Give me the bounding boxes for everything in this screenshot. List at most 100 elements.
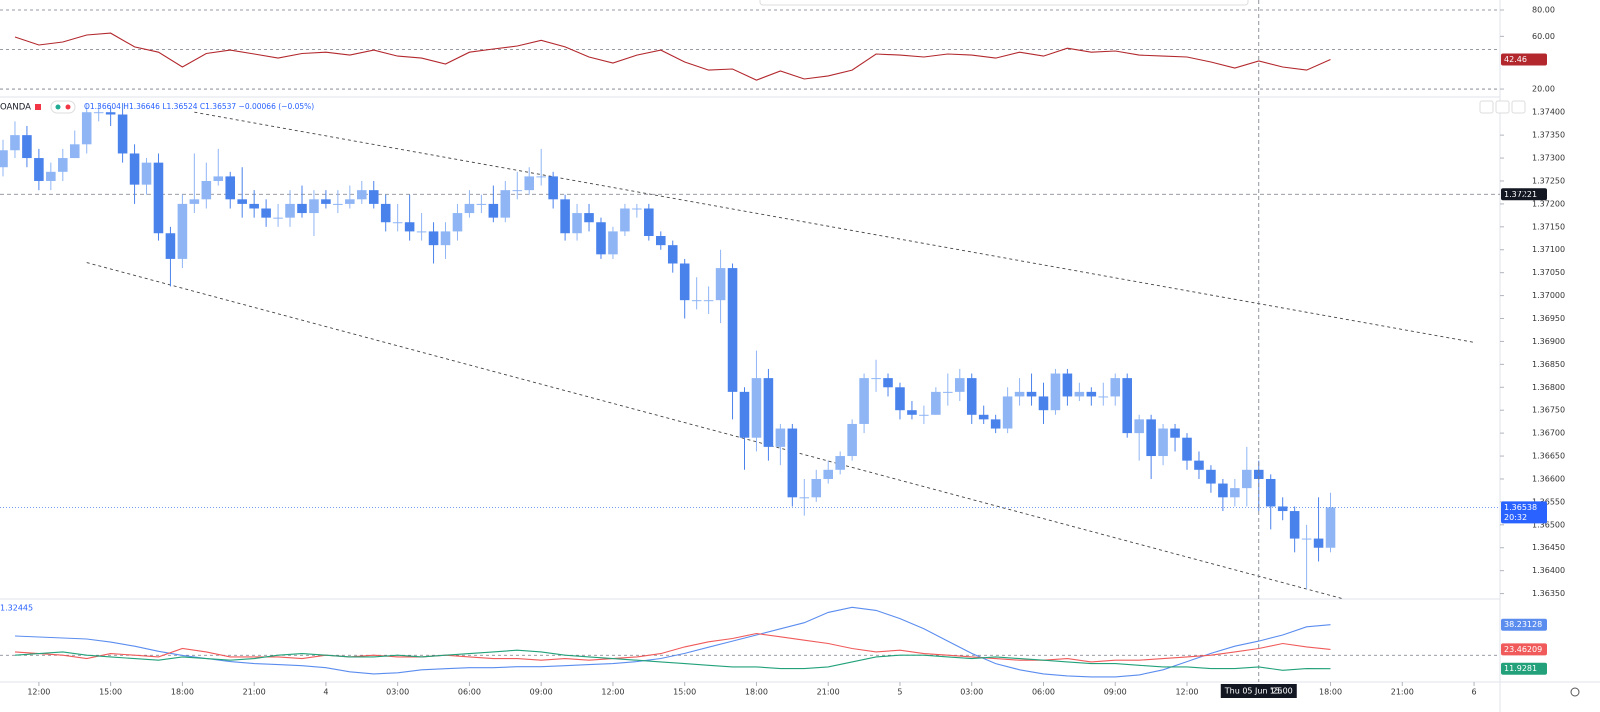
candle-body (1158, 428, 1168, 457)
y-tick-label: 1.36800 (1532, 383, 1565, 392)
candle-body (990, 419, 1001, 429)
indicator-line (14, 32, 1331, 81)
candle-body (1230, 488, 1240, 498)
candle-body (1253, 469, 1264, 479)
candle-body (536, 176, 546, 178)
candle-body (895, 387, 905, 411)
candle-body (823, 469, 834, 479)
x-tick-label: 21:00 (1391, 688, 1414, 697)
candle-body (404, 222, 415, 232)
last-price-tag-bg (1501, 501, 1547, 524)
candle-body (907, 410, 917, 415)
candle-body (105, 112, 116, 115)
candle-body (691, 300, 702, 302)
candle-body (1277, 506, 1288, 512)
trendline (86, 262, 1343, 600)
y-tick-label: 1.37150 (1532, 222, 1565, 231)
y-tick-label: 60.00 (1532, 32, 1555, 41)
candle-body (321, 199, 331, 204)
candle-body (69, 144, 80, 159)
y-tick-label: 1.36900 (1532, 337, 1565, 346)
candle-body (10, 135, 20, 151)
settings-button[interactable] (1570, 687, 1580, 697)
candle-body (1062, 373, 1073, 397)
y-tick-label: 1.36500 (1532, 520, 1565, 529)
move-up-button[interactable] (1479, 100, 1494, 114)
y-tick-label: 1.36850 (1532, 360, 1565, 369)
x-tick-label: 5 (897, 688, 902, 697)
status-icon (35, 104, 41, 110)
candle-body (392, 222, 403, 224)
candle-body (1110, 378, 1121, 397)
candle-body (1122, 378, 1132, 434)
y-tick-label: 1.37400 (1532, 108, 1565, 117)
price-line-tag: 1.37221 (1504, 190, 1537, 199)
candle-body (22, 135, 32, 159)
y-tick-label: 1.37000 (1532, 291, 1565, 300)
maximize-button[interactable] (1511, 100, 1526, 114)
candle-body (153, 162, 164, 234)
candle-body (141, 162, 152, 185)
y-tick-label: 20.00 (1532, 85, 1555, 94)
candle-body (1289, 511, 1300, 539)
candle-body (213, 176, 224, 181)
candle-body (1265, 478, 1276, 507)
candle-body (0, 150, 8, 168)
candle-body (847, 423, 857, 457)
candle-body (524, 176, 535, 191)
y-tick-label: 1.36450 (1532, 543, 1565, 552)
candle-body (1325, 507, 1336, 548)
candle-body (237, 199, 247, 204)
x-tick-label: 6 (1471, 688, 1476, 697)
x-tick-label: 03:00 (386, 688, 409, 697)
candle-body (500, 190, 511, 218)
candle-body (428, 231, 439, 246)
candle-body (1170, 428, 1180, 438)
indicator-value-tag-bg (1501, 643, 1547, 656)
candle-body (273, 217, 283, 219)
status-dot (65, 104, 71, 110)
x-tick-label: 21:00 (243, 688, 266, 697)
x-tick-label: 09:00 (530, 688, 553, 697)
candle-body (309, 199, 319, 214)
candle-body (883, 378, 893, 388)
y-tick-label: 1.37100 (1532, 245, 1565, 254)
candle-body (117, 114, 128, 154)
candle-body (835, 456, 845, 470)
candle-body (1194, 460, 1204, 470)
trendline (194, 111, 1475, 343)
x-tick-label: 15:00 (99, 688, 122, 697)
x-tick-label: 15:00 (673, 688, 696, 697)
candle-body (1014, 391, 1025, 397)
candle-body (727, 268, 738, 392)
candle-body (1242, 469, 1252, 489)
x-tick-label: 03:00 (960, 688, 983, 697)
candle-body (81, 112, 92, 145)
candle-body (596, 222, 606, 255)
candle-body (46, 171, 56, 181)
candle-body (1002, 396, 1013, 429)
candle-body (512, 190, 523, 192)
y-tick-label: 1.37300 (1532, 154, 1565, 163)
candle-body (703, 300, 714, 302)
indicator-line (14, 649, 1331, 671)
candle-body (380, 203, 391, 223)
y-tick-label: 1.37200 (1532, 199, 1565, 208)
candle-body (763, 378, 774, 447)
candle-body (1038, 396, 1049, 411)
indicator-value-tag-bg (1501, 618, 1547, 631)
x-tick-label: 18:00 (745, 688, 768, 697)
candle-body (608, 231, 618, 255)
candle-body (919, 414, 929, 416)
candle-body (1098, 396, 1109, 398)
candle-body (249, 203, 259, 209)
move-down-button[interactable] (1495, 100, 1510, 114)
x-tick-label: 18:00 (1319, 688, 1342, 697)
candle-body (775, 428, 786, 447)
plot-layer: 80.00 60.00 20.00 42.46 1.37400 1.37350 1.3730… (0, 0, 1565, 698)
top-widget (759, 0, 1249, 6)
candle-body (739, 391, 750, 438)
indicator-header: 1.32445 (0, 604, 33, 613)
candle-body (966, 378, 977, 415)
